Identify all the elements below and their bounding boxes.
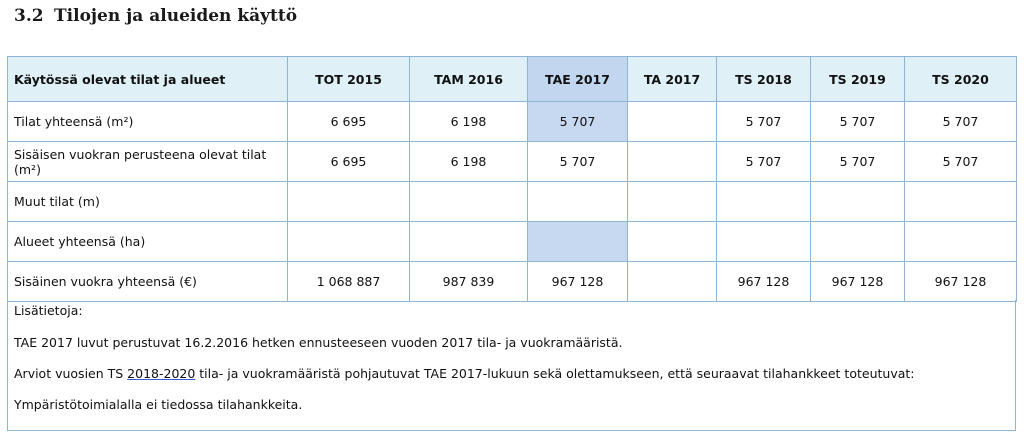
table-cell: 967 128 — [810, 261, 905, 302]
notes-text: Arviot vuosien TS — [14, 366, 128, 381]
row-label: Muut tilat (m) — [7, 181, 288, 222]
row-label: Tilat yhteensä (m²) — [7, 101, 288, 142]
table-cell — [716, 221, 811, 262]
table-cell — [627, 181, 717, 222]
table-cell: 6 695 — [287, 141, 410, 182]
table-cell — [716, 181, 811, 222]
table-cell: 6 198 — [409, 101, 528, 142]
column-header: TS 2018 — [716, 56, 811, 102]
table-cell: 5 707 — [716, 101, 811, 142]
section-title: Tilojen ja alueiden käyttö — [54, 6, 298, 26]
column-header: TS 2019 — [810, 56, 905, 102]
table-cell: 5 707 — [810, 141, 905, 182]
table-row: Muut tilat (m) — [7, 181, 1017, 222]
table-cell — [527, 181, 628, 222]
table-cell — [810, 181, 905, 222]
section-heading: 3.2 Tilojen ja alueiden käyttö — [14, 6, 297, 26]
row-header-cell: Käytössä olevat tilat ja alueet — [7, 56, 288, 102]
row-label: Alueet yhteensä (ha) — [7, 221, 288, 262]
column-header: TAE 2017 — [527, 56, 628, 102]
table-cell — [904, 181, 1017, 222]
section-number: 3.2 — [14, 6, 44, 26]
table-cell: 5 707 — [527, 101, 628, 142]
notes-text: tila- ja vuokramääristä pohjautuvat TAE … — [195, 366, 915, 381]
notes-heading: Lisätietoja: — [14, 303, 83, 318]
column-header: TS 2020 — [904, 56, 1017, 102]
table-row: Alueet yhteensä (ha) — [7, 221, 1017, 262]
notes-line: Ympäristötoimialalla ei tiedossa tilahan… — [14, 397, 303, 412]
table-cell: 967 128 — [527, 261, 628, 302]
column-header: TA 2017 — [627, 56, 717, 102]
table-cell: 987 839 — [409, 261, 528, 302]
table-cell: 967 128 — [716, 261, 811, 302]
notes-line: Arviot vuosien TS 2018-2020 tila- ja vuo… — [14, 366, 914, 381]
table-cell: 5 707 — [527, 141, 628, 182]
table-cell: 6 695 — [287, 101, 410, 142]
table-cell: 6 198 — [409, 141, 528, 182]
space-usage-table: Käytössä olevat tilat ja alueet TOT 2015… — [7, 56, 1017, 302]
table-cell — [810, 221, 905, 262]
table-header-row: Käytössä olevat tilat ja alueet TOT 2015… — [7, 56, 1017, 102]
table-cell — [627, 261, 717, 302]
year-range-link[interactable]: 2018-2020 — [127, 366, 196, 381]
row-label: Sisäisen vuokran perusteena olevat tilat… — [7, 141, 288, 182]
table-cell — [527, 221, 628, 262]
table-cell — [409, 221, 528, 262]
table-cell — [904, 221, 1017, 262]
table-cell: 967 128 — [904, 261, 1017, 302]
table-cell: 5 707 — [716, 141, 811, 182]
table-row: Sisäisen vuokran perusteena olevat tilat… — [7, 141, 1017, 182]
table-row: Tilat yhteensä (m²) 6 695 6 198 5 707 5 … — [7, 101, 1017, 142]
table-cell — [627, 101, 717, 142]
table-cell — [287, 181, 410, 222]
table-cell: 5 707 — [904, 101, 1017, 142]
table-cell — [627, 221, 717, 262]
column-header: TOT 2015 — [287, 56, 410, 102]
notes-line: TAE 2017 luvut perustuvat 16.2.2016 hetk… — [14, 335, 623, 350]
table-cell — [627, 141, 717, 182]
row-label: Sisäinen vuokra yhteensä (€) — [7, 261, 288, 302]
table-cell: 5 707 — [904, 141, 1017, 182]
table-cell: 5 707 — [810, 101, 905, 142]
table-row: Sisäinen vuokra yhteensä (€) 1 068 887 9… — [7, 261, 1017, 302]
table-cell — [409, 181, 528, 222]
notes-box: Lisätietoja: TAE 2017 luvut perustuvat 1… — [7, 300, 1016, 431]
table-cell — [287, 221, 410, 262]
column-header: TAM 2016 — [409, 56, 528, 102]
table-cell: 1 068 887 — [287, 261, 410, 302]
